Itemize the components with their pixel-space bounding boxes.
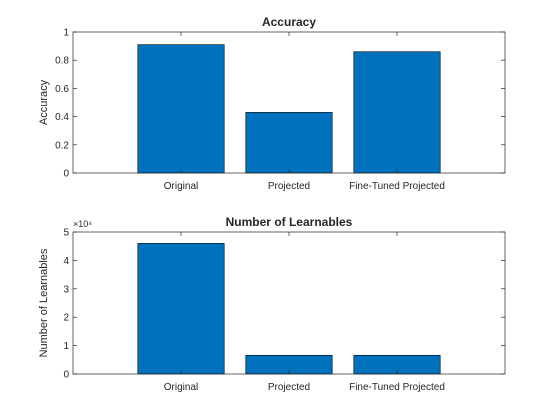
chart-title: Accuracy [262,15,316,29]
x-tick-label: Projected [268,181,310,192]
y-tick-label: 0 [63,370,69,381]
x-tick-label: Original [164,181,198,192]
y-exponent-label: ×10⁴ [73,219,92,229]
y-tick-label: 1 [63,341,69,352]
y-tick-label: 0 [63,169,69,180]
y-tick-label: 4 [63,256,69,267]
y-axis-label: Accuracy [38,79,50,125]
y-tick-label: 0.6 [55,84,69,95]
x-tick-label: Original [164,382,198,393]
y-tick-label: 5 [63,228,69,239]
x-tick-label: Projected [268,382,310,393]
y-tick-label: 0.2 [55,140,69,151]
chart-title: Number of Learnables [226,215,353,229]
x-tick-label: Fine-Tuned Projected [349,382,445,393]
y-tick-label: 1 [63,28,69,39]
learnables-chart: 0 1 2 3 4 5 Original Projected Fine-Tuned Projec… [38,215,506,393]
y-tick-label: 2 [63,313,69,324]
accuracy-chart: 0 0.2 0.4 0.6 0.8 1 Original Projected Fine-Tune… [38,15,506,192]
y-tick-label: 0.8 [55,56,69,67]
y-axis-label: Number of Learnables [38,248,50,357]
y-tick-label: 0.4 [55,112,69,123]
bar-original [137,44,225,174]
bar-projected [245,112,333,174]
x-tick-label: Fine-Tuned Projected [349,181,445,192]
y-tick-label: 3 [63,284,69,295]
bar-original [137,243,225,375]
bar-fine-tuned-projected [353,51,441,174]
